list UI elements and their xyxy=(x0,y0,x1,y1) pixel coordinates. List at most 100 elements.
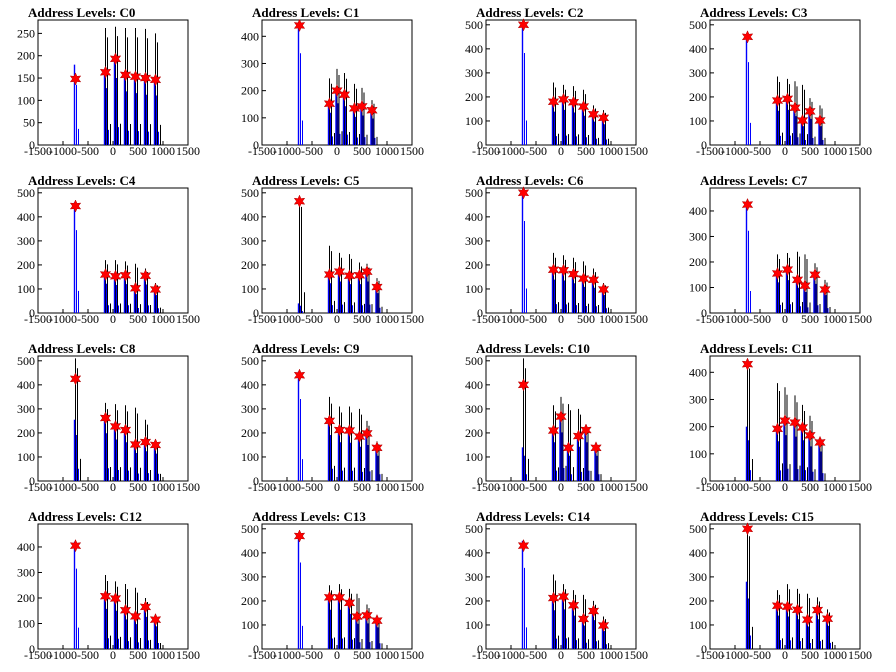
peak-marker xyxy=(109,591,122,606)
x-tick-label: -1000 xyxy=(49,648,77,662)
y-tick-label: 100 xyxy=(17,282,35,296)
y-tick-label: 300 xyxy=(241,402,259,416)
chart-panel: Address Levels: C4 0 100 200 300 400 500 -1500-… xyxy=(0,168,224,336)
x-tick-label: -500 xyxy=(301,648,323,662)
y-tick-label: 100 xyxy=(689,280,707,294)
x-tick-label: 0 xyxy=(782,648,788,662)
plot-frame xyxy=(261,187,413,314)
x-tick-label: -1000 xyxy=(273,144,301,158)
peak-marker xyxy=(517,18,530,32)
y-tick-label: 100 xyxy=(465,282,483,296)
y-tick-label: 250 xyxy=(17,26,35,40)
x-tick-label: 1000 xyxy=(375,648,399,662)
chart-plot: 0 100 200 300 400 500 -1500-1000 -500 0 500 1000 15… xyxy=(241,522,424,662)
peak-marker xyxy=(69,372,82,386)
peak-marker xyxy=(351,609,363,624)
chart-title: Address Levels: C0 xyxy=(28,5,136,20)
y-tick-label: 300 xyxy=(689,570,707,584)
peak-marker xyxy=(323,97,336,111)
peak-marker xyxy=(293,529,306,543)
peak-marker xyxy=(781,600,794,614)
peak-marker xyxy=(791,603,804,617)
peak-marker xyxy=(323,590,336,604)
peak-marker xyxy=(781,263,794,277)
x-tick-label: -1000 xyxy=(721,144,749,158)
chart-panel: Address Levels: C12 0 100 200 300 400 -1500 -10… xyxy=(0,504,224,672)
x-tick-label: 500 xyxy=(577,144,595,158)
y-tick-label: 400 xyxy=(465,42,483,56)
x-tick-label: -1500 xyxy=(696,480,724,494)
chart-panel: Address Levels: C6 0 100 200 300 400 500 -1500-… xyxy=(448,168,672,336)
y-tick-label: 0 xyxy=(253,138,259,152)
x-tick-label: -1000 xyxy=(721,312,749,326)
x-tick-label: 1500 xyxy=(176,144,200,158)
x-tick-label: -500 xyxy=(301,144,323,158)
y-tick-label: 300 xyxy=(465,570,483,584)
chart-title: Address Levels: C13 xyxy=(252,509,366,524)
peak-marker xyxy=(771,266,784,281)
chart-panel: Address Levels: C14 0 100 200 300 400 500 -1500… xyxy=(448,504,672,672)
y-tick-label: 200 xyxy=(465,426,483,440)
peak-marker xyxy=(821,612,834,626)
peak-marker xyxy=(149,438,162,452)
chart-plot: 0 100 200 300 400 500 -1500-1000 -500 0 500 1000 15… xyxy=(241,186,424,326)
peak-marker xyxy=(149,73,162,87)
y-tick-label: 50 xyxy=(23,116,35,130)
x-tick-label: -500 xyxy=(749,144,771,158)
peak-marker xyxy=(741,30,754,44)
chart-title: Address Levels: C14 xyxy=(476,509,590,524)
y-tick-label: 400 xyxy=(241,29,259,43)
peak-marker xyxy=(333,590,346,604)
x-tick-label: -1500 xyxy=(24,480,52,494)
y-tick-label: 100 xyxy=(465,618,483,632)
x-tick-label: 500 xyxy=(353,480,371,494)
chart-panel: Address Levels: C2 0 100 200 300 400 500 -1500-… xyxy=(448,0,672,168)
peak-marker xyxy=(547,423,560,438)
x-tick-label: -1500 xyxy=(472,480,500,494)
peak-marker xyxy=(811,603,824,617)
y-tick-label: 100 xyxy=(465,450,483,464)
peak-marker xyxy=(361,265,373,279)
x-tick-label: 500 xyxy=(353,144,371,158)
x-tick-label: 1000 xyxy=(823,312,847,326)
x-tick-label: 1000 xyxy=(823,144,847,158)
chart-plot: 0 100 200 300 400 -1500-1000 -500 0 500 1000 1500 xyxy=(689,355,872,494)
x-tick-label: 1000 xyxy=(599,480,623,494)
plot-frame xyxy=(37,187,189,314)
x-tick-label: -1000 xyxy=(497,312,525,326)
y-tick-label: 200 xyxy=(17,426,35,440)
peak-marker xyxy=(366,103,378,117)
peak-marker xyxy=(557,263,570,277)
x-tick-label: -1500 xyxy=(696,312,724,326)
peak-marker xyxy=(371,280,383,294)
peak-marker xyxy=(741,357,754,371)
peak-marker xyxy=(796,113,809,128)
x-tick-label: -1500 xyxy=(248,648,276,662)
x-tick-label: 1500 xyxy=(848,144,872,158)
peak-marker xyxy=(99,267,112,282)
x-tick-label: -1000 xyxy=(273,480,301,494)
peak-marker xyxy=(333,423,346,437)
chart-plot: 0 100 200 300 400 -1500-1000 -500 0 500 1000 1500 xyxy=(17,523,200,662)
peak-marker xyxy=(809,268,821,282)
x-tick-label: 500 xyxy=(801,144,819,158)
y-tick-label: 400 xyxy=(241,378,259,392)
y-tick-label: 0 xyxy=(29,138,35,152)
chart-title: Address Levels: C11 xyxy=(700,341,814,356)
x-tick-label: 0 xyxy=(110,144,116,158)
peak-marker xyxy=(129,609,142,623)
x-tick-label: 500 xyxy=(129,480,147,494)
peak-marker xyxy=(789,415,801,430)
y-tick-label: 0 xyxy=(701,138,707,152)
chart-panel: Address Levels: C9 0 100 200 300 400 500 -1500-… xyxy=(224,336,448,504)
x-tick-label: 1500 xyxy=(176,648,200,662)
peak-marker xyxy=(577,612,590,626)
peak-marker xyxy=(804,104,816,118)
chart-panel: Address Levels: C0 0 50 100 150 200 250 -1500 -1… xyxy=(0,0,224,168)
y-tick-label: 500 xyxy=(17,186,35,200)
x-tick-label: 1500 xyxy=(400,480,424,494)
y-tick-label: 500 xyxy=(241,354,259,368)
x-tick-label: 0 xyxy=(110,480,116,494)
y-tick-label: 500 xyxy=(241,522,259,536)
peak-marker xyxy=(343,423,356,438)
